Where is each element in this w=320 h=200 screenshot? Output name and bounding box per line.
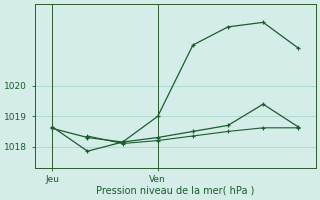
X-axis label: Pression niveau de la mer( hPa ): Pression niveau de la mer( hPa ) <box>96 186 254 196</box>
